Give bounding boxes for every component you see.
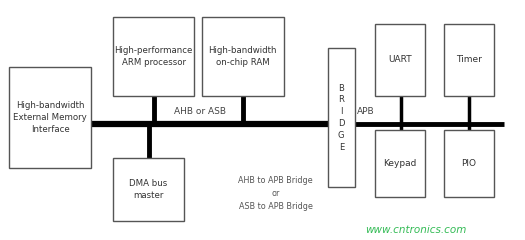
Text: APB: APB — [357, 107, 375, 116]
Bar — [328, 48, 355, 187]
Text: Timer: Timer — [456, 55, 481, 65]
Text: DMA bus
master: DMA bus master — [129, 179, 167, 200]
Bar — [113, 158, 184, 221]
Bar — [444, 24, 494, 96]
Text: UART: UART — [388, 55, 412, 65]
Text: High-bandwidth
External Memory
Interface: High-bandwidth External Memory Interface — [13, 101, 87, 134]
Text: Keypad: Keypad — [384, 159, 417, 168]
Text: PIO: PIO — [461, 159, 476, 168]
Text: B
R
I
D
G
E: B R I D G E — [338, 84, 344, 152]
Bar — [9, 67, 91, 168]
Bar — [375, 130, 425, 197]
Bar — [444, 130, 494, 197]
Text: High-performance
ARM processor: High-performance ARM processor — [114, 46, 193, 67]
Text: High-bandwidth
on-chip RAM: High-bandwidth on-chip RAM — [208, 46, 277, 67]
Bar — [113, 17, 194, 96]
Text: AHB or ASB: AHB or ASB — [173, 107, 226, 116]
Text: www.cntronics.com: www.cntronics.com — [365, 225, 466, 235]
Text: AHB to APB Bridge
or
ASB to APB Bridge: AHB to APB Bridge or ASB to APB Bridge — [238, 176, 313, 211]
Bar — [375, 24, 425, 96]
Bar — [202, 17, 284, 96]
